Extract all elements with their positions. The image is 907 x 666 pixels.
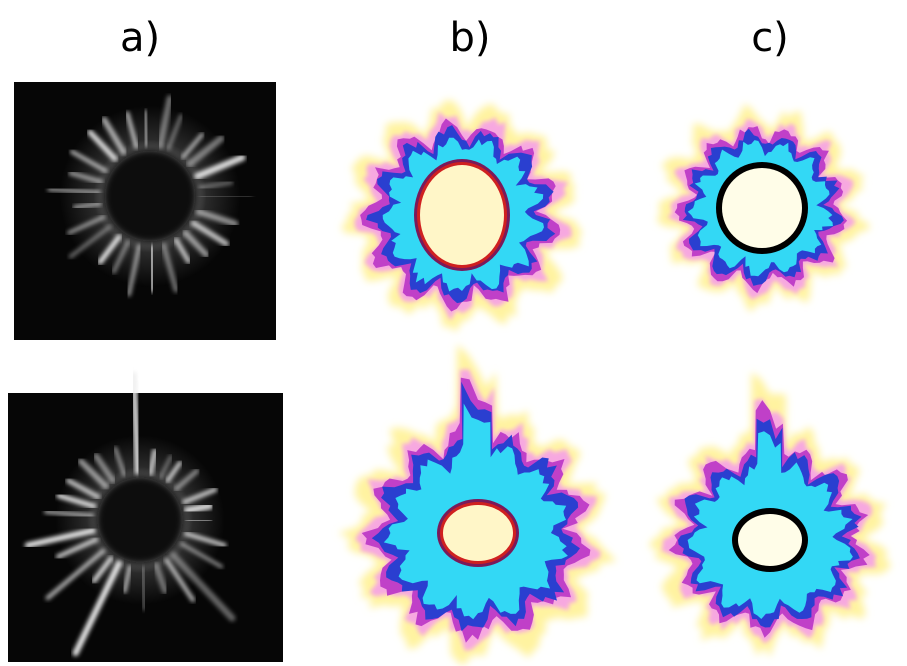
- figure: a) b) c): [0, 0, 907, 666]
- streak: [142, 567, 144, 609]
- photo: [14, 82, 276, 340]
- core: [443, 505, 513, 561]
- images: [8, 82, 891, 666]
- false-color-image: [341, 100, 582, 333]
- core: [722, 168, 802, 248]
- core: [738, 514, 802, 566]
- false-color-image: [338, 344, 616, 666]
- streak: [186, 506, 210, 511]
- panel-label: a): [120, 15, 160, 61]
- false-color-image: [657, 104, 869, 312]
- streak: [145, 112, 147, 146]
- dark-core: [97, 477, 183, 563]
- dark-core: [104, 150, 195, 241]
- false-color-image: [649, 372, 892, 657]
- streak: [151, 246, 152, 290]
- panel-label: b): [450, 15, 491, 61]
- photo: [8, 375, 283, 662]
- panel-label: c): [751, 15, 789, 61]
- core: [420, 165, 504, 265]
